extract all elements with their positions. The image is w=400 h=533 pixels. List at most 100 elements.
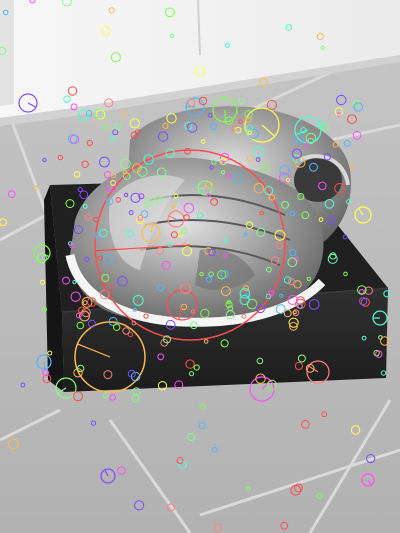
keypoint-dot	[157, 284, 165, 292]
keypoint-dot	[29, 0, 36, 4]
keypoint-dot	[183, 202, 195, 214]
keypoint-dot	[173, 193, 179, 199]
keypoint-dot	[127, 369, 136, 378]
keypoint-orientation	[308, 365, 319, 373]
keypoint-dot	[366, 454, 376, 464]
keypoint-dot	[154, 195, 163, 204]
keypoint-dot	[283, 309, 292, 318]
keypoint-dot	[163, 335, 171, 344]
keypoint-dot	[383, 290, 391, 298]
keypoint-dot	[57, 154, 63, 161]
keypoint-dot	[110, 52, 121, 63]
keypoint-dot	[78, 306, 86, 315]
keypoint-dot	[47, 350, 53, 356]
keypoint-dot	[137, 214, 144, 221]
keypoint-dot	[195, 66, 206, 77]
keypoint-dot	[320, 45, 325, 50]
keypoint-dot	[165, 7, 175, 18]
keypoint-dot	[352, 130, 362, 140]
keypoint-circle	[100, 468, 116, 484]
keypoint-dot	[220, 269, 229, 279]
keypoint-dot	[217, 270, 227, 280]
keypoint-dot	[103, 370, 113, 380]
keypoint-dot	[332, 141, 339, 148]
keypoint-dot	[220, 339, 229, 348]
keypoint-dot	[136, 216, 145, 224]
keypoint-dot	[130, 371, 141, 382]
keypoint-dot	[285, 178, 291, 183]
keypoint-orientation	[43, 361, 46, 370]
keypoint-dot	[301, 419, 310, 429]
keypoint-dot	[294, 134, 305, 144]
keypoint-dot	[283, 276, 292, 284]
keypoint-dot	[255, 373, 266, 384]
keypoint-dot	[211, 159, 217, 165]
keypoint-dot	[104, 283, 113, 293]
keypoint-dot	[67, 86, 78, 96]
keypoint-dot	[266, 266, 272, 273]
keypoint-dot	[188, 371, 195, 377]
keypoint-dot	[131, 320, 137, 326]
keypoint-dot	[85, 110, 93, 117]
keypoint-dot	[226, 173, 232, 179]
keypoint-dot	[117, 276, 128, 287]
keypoint-dot	[82, 203, 88, 209]
keypoint-dot	[165, 319, 176, 330]
keypoint-dot	[99, 289, 110, 300]
keypoint-dot	[267, 290, 275, 297]
keypoint-dot	[132, 394, 140, 403]
keypoint-dot	[81, 160, 89, 169]
keypoint-circle	[36, 354, 52, 370]
keypoint-dot	[86, 139, 93, 146]
keypoint-dot	[198, 422, 206, 430]
keypoint-dot	[334, 107, 344, 116]
keypoint-dot	[103, 124, 109, 130]
keypoint-dot	[190, 309, 195, 314]
keypoint-dot	[140, 210, 149, 219]
keypoint-circle	[74, 321, 146, 393]
keypoint-dot	[77, 109, 89, 121]
keypoint-dot	[243, 285, 250, 292]
keypoint-dot	[246, 124, 253, 131]
keypoint-dot	[122, 327, 130, 335]
keypoint-dot	[233, 173, 244, 184]
keypoint-dot	[323, 153, 331, 161]
keypoint-dot	[306, 276, 312, 282]
keypoint-dot	[349, 163, 355, 169]
keypoint-dot	[74, 225, 83, 235]
keypoint-dot	[177, 231, 184, 238]
keypoint-dot	[70, 103, 78, 111]
keypoint-dot	[259, 210, 265, 216]
keypoint-dot	[156, 167, 167, 178]
keypoint-dot	[62, 276, 70, 285]
keypoint-dot	[197, 212, 204, 219]
keypoint-dot	[103, 254, 113, 265]
keypoint-dot	[256, 227, 266, 237]
keypoint-dot	[327, 216, 336, 225]
keypoint-dot	[72, 280, 77, 285]
keypoint-dot	[245, 116, 252, 123]
keypoint-dot	[73, 368, 83, 378]
keypoint-dot	[81, 307, 91, 318]
keypoint-dot	[256, 357, 264, 365]
keypoint-dot	[307, 137, 314, 145]
keypoint-dot	[264, 185, 274, 196]
keypoint-dot	[143, 313, 149, 319]
keypoint-dot	[255, 157, 261, 163]
keypoint-dot	[63, 95, 71, 103]
keypoint-dot	[112, 129, 119, 136]
keypoint-dot	[176, 457, 184, 464]
keypoint-dot	[294, 483, 303, 493]
keypoint-dot	[20, 382, 26, 388]
keypoint-dot	[187, 433, 196, 441]
keypoint-dot	[205, 276, 213, 283]
keypoint-dot	[166, 503, 175, 512]
keypoint-dot	[244, 110, 253, 119]
keypoint-dot	[279, 165, 290, 176]
keypoint-dot	[65, 199, 75, 209]
keypoint-dot	[138, 193, 145, 200]
keypoint-dot	[36, 253, 48, 264]
keypoint-dot	[287, 294, 298, 305]
